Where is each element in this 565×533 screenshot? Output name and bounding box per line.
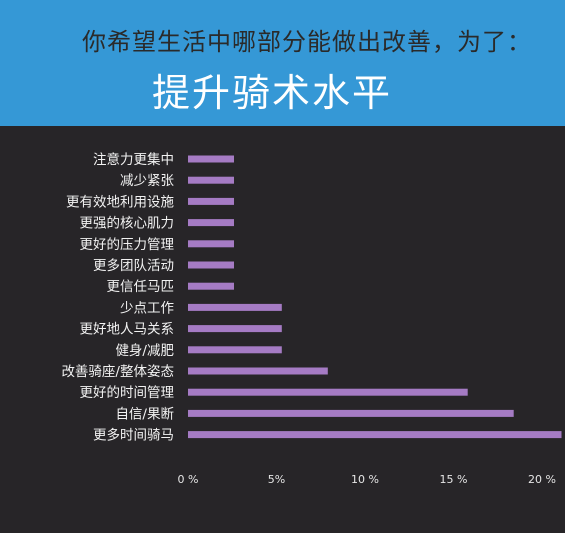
bar: [188, 282, 234, 290]
category-label: 健身/减肥: [115, 343, 174, 359]
x-tick-label: 5%: [268, 473, 285, 486]
bar: [188, 346, 282, 354]
bar: [188, 367, 328, 375]
bar: [188, 219, 234, 227]
category-labels: 注意力更集中减少紧张更有效地利用设施更强的核心肌力更好的压力管理更多团队活动更信…: [61, 151, 174, 444]
bars-group: [188, 155, 562, 439]
bar: [188, 240, 234, 248]
category-label: 更好的压力管理: [80, 237, 175, 253]
bar: [188, 197, 234, 205]
bar-chart: 注意力更集中减少紧张更有效地利用设施更强的核心肌力更好的压力管理更多团队活动更信…: [61, 151, 562, 486]
category-label: 更多时间骑马: [93, 427, 174, 444]
x-tick-label: 20 %: [528, 473, 556, 486]
x-tick-label: 15 %: [440, 473, 468, 486]
bar: [188, 303, 282, 311]
category-label: 少点工作: [120, 300, 174, 316]
chart-title: 提升骑术水平: [152, 71, 393, 115]
category-label: 改善骑座/整体姿态: [61, 364, 174, 380]
x-tick-label: 10 %: [351, 473, 379, 486]
bar: [188, 176, 234, 184]
category-label: 减少紧张: [120, 173, 174, 189]
category-label: 更强的核心肌力: [80, 216, 175, 232]
category-label: 更好的时间管理: [80, 385, 175, 401]
x-tick-label: 0 %: [178, 473, 199, 486]
bar: [188, 431, 562, 439]
header-banner: 你希望生活中哪部分能做出改善，为了： 提升骑术水平: [0, 0, 565, 126]
bar: [188, 388, 468, 396]
bar: [188, 155, 234, 163]
bar: [188, 261, 234, 269]
category-label: 更好地人马关系: [80, 322, 175, 338]
category-label: 更信任马匹: [107, 279, 175, 295]
chart-subtitle: 你希望生活中哪部分能做出改善，为了：: [82, 28, 532, 56]
category-label: 更多团队活动: [93, 257, 174, 274]
category-label: 自信/果断: [115, 406, 174, 422]
category-label: 更有效地利用设施: [66, 194, 174, 210]
x-axis-ticks: 0 % 5% 10 % 15 % 20 %: [178, 473, 556, 486]
bar: [188, 325, 282, 333]
bar: [188, 409, 514, 417]
category-label: 注意力更集中: [93, 151, 174, 168]
